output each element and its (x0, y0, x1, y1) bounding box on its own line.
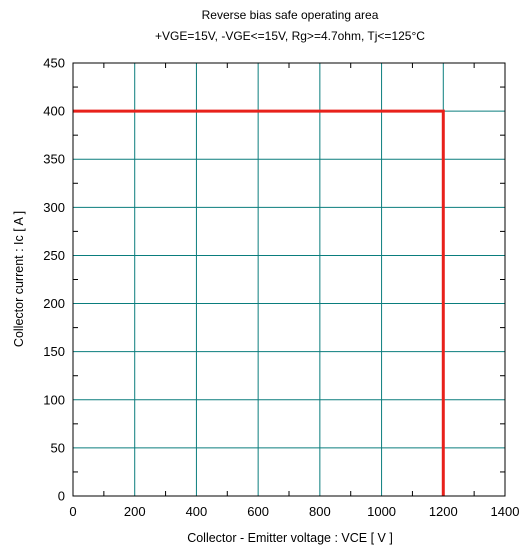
y-tick-label: 400 (43, 104, 65, 119)
y-tick-labels: 0 50 100 150 200 250 300 350 400 450 (43, 56, 65, 504)
y-tick-label: 150 (43, 344, 65, 359)
x-axis-title: Collector - Emitter voltage : VCE [ V ] (187, 531, 393, 545)
x-tick-labels: 0 200 400 600 800 1000 1200 1400 (69, 504, 519, 519)
x-tick-label: 1400 (491, 504, 520, 519)
x-tick-label: 600 (247, 504, 269, 519)
y-tick-label: 100 (43, 392, 65, 407)
grid-lines (73, 63, 505, 496)
x-tick-label: 200 (124, 504, 146, 519)
chart-subtitle: +VGE=15V, -VGE<=15V, Rg>=4.7ohm, Tj<=125… (155, 29, 425, 43)
y-axis-title: Collector current : Ic [ A ] (12, 211, 26, 347)
rbsoa-boundary-line (73, 109, 445, 496)
plot-frame (72, 62, 506, 497)
x-tick-label: 400 (186, 504, 208, 519)
x-tick-label: 0 (69, 504, 76, 519)
y-tick-label: 300 (43, 200, 65, 215)
minor-ticks (73, 63, 505, 496)
x-tick-label: 1200 (429, 504, 458, 519)
y-tick-label: 200 (43, 296, 65, 311)
chart-title: Reverse bias safe operating area (202, 8, 379, 22)
y-tick-label: 50 (51, 440, 65, 455)
y-tick-label: 250 (43, 248, 65, 263)
x-tick-label: 1000 (367, 504, 396, 519)
series-layer (73, 109, 445, 496)
y-tick-label: 350 (43, 152, 65, 167)
x-tick-label: 800 (309, 504, 331, 519)
y-tick-label: 0 (58, 489, 65, 504)
y-tick-label: 450 (43, 56, 65, 71)
